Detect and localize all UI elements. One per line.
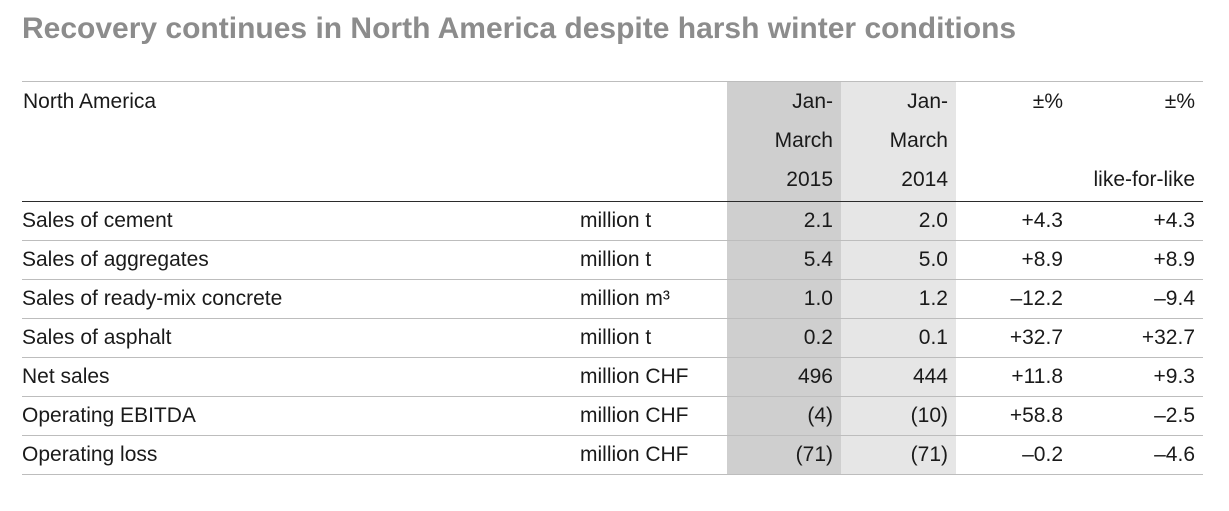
row-label: Sales of asphalt bbox=[22, 318, 580, 358]
page-title: Recovery continues in North America desp… bbox=[22, 12, 1017, 45]
row-value-2014: (10) bbox=[841, 396, 956, 436]
row-value-2014: 0.1 bbox=[841, 318, 956, 358]
row-unit: million t bbox=[580, 201, 727, 241]
header-pct-line: ±% bbox=[1032, 90, 1063, 113]
results-table-container: North America Jan- March 2015 Jan- March… bbox=[22, 81, 1203, 475]
header-lfl-line bbox=[1072, 121, 1195, 160]
row-unit: million CHF bbox=[580, 435, 727, 475]
row-unit: million t bbox=[580, 318, 727, 358]
row-lfl: –9.4 bbox=[1071, 279, 1203, 319]
table-row: Sales of aggregates million t 5.4 5.0 +8… bbox=[22, 240, 1203, 280]
header-2014-line: March bbox=[889, 129, 948, 152]
header-pct: ±% bbox=[956, 81, 1071, 202]
header-lfl-line: like-for-like bbox=[1093, 168, 1195, 191]
row-label: Net sales bbox=[22, 357, 580, 397]
row-lfl: +9.3 bbox=[1071, 357, 1203, 397]
row-value-2015: (4) bbox=[727, 396, 841, 436]
table-row: Operating loss million CHF (71) (71) –0.… bbox=[22, 435, 1203, 475]
row-value-2015: 5.4 bbox=[727, 240, 841, 280]
row-label: Operating EBITDA bbox=[22, 396, 580, 436]
row-value-2015: (71) bbox=[727, 435, 841, 475]
table-row: Net sales million CHF 496 444 +11.8 +9.3 bbox=[22, 357, 1203, 397]
results-table: North America Jan- March 2015 Jan- March… bbox=[22, 81, 1203, 475]
header-2014-line: 2014 bbox=[901, 168, 948, 191]
row-lfl: +32.7 bbox=[1071, 318, 1203, 358]
table-row: Operating EBITDA million CHF (4) (10) +5… bbox=[22, 396, 1203, 436]
row-lfl: +8.9 bbox=[1071, 240, 1203, 280]
table-row: Sales of cement million t 2.1 2.0 +4.3 +… bbox=[22, 201, 1203, 241]
row-pct: +32.7 bbox=[956, 318, 1071, 358]
table-row: Sales of asphalt million t 0.2 0.1 +32.7… bbox=[22, 318, 1203, 358]
row-value-2014: 2.0 bbox=[841, 201, 956, 241]
row-value-2015: 496 bbox=[727, 357, 841, 397]
row-unit: million m³ bbox=[580, 279, 727, 319]
row-value-2014: 444 bbox=[841, 357, 956, 397]
row-lfl: –2.5 bbox=[1071, 396, 1203, 436]
header-2015-line: 2015 bbox=[786, 168, 833, 191]
row-unit: million CHF bbox=[580, 357, 727, 397]
row-pct: –12.2 bbox=[956, 279, 1071, 319]
row-unit: million CHF bbox=[580, 396, 727, 436]
row-pct: –0.2 bbox=[956, 435, 1071, 475]
row-pct: +58.8 bbox=[956, 396, 1071, 436]
header-2015-line: Jan- bbox=[792, 90, 833, 113]
row-label: Operating loss bbox=[22, 435, 580, 475]
row-value-2015: 0.2 bbox=[727, 318, 841, 358]
header-2014-line: Jan- bbox=[907, 90, 948, 113]
header-2015-line: March bbox=[774, 129, 833, 152]
row-value-2015: 1.0 bbox=[727, 279, 841, 319]
row-label: Sales of aggregates bbox=[22, 240, 580, 280]
row-pct: +8.9 bbox=[956, 240, 1071, 280]
header-unit bbox=[580, 81, 727, 202]
row-unit: million t bbox=[580, 240, 727, 280]
row-label: Sales of cement bbox=[22, 201, 580, 241]
row-value-2014: 1.2 bbox=[841, 279, 956, 319]
row-pct: +11.8 bbox=[956, 357, 1071, 397]
row-value-2014: 5.0 bbox=[841, 240, 956, 280]
table-header-row: North America Jan- March 2015 Jan- March… bbox=[22, 81, 1203, 202]
row-pct: +4.3 bbox=[956, 201, 1071, 241]
header-2014: Jan- March 2014 bbox=[841, 81, 956, 202]
row-lfl: –4.6 bbox=[1071, 435, 1203, 475]
header-lfl-line: ±% bbox=[1164, 90, 1195, 113]
row-value-2015: 2.1 bbox=[727, 201, 841, 241]
row-label: Sales of ready-mix concrete bbox=[22, 279, 580, 319]
row-value-2014: (71) bbox=[841, 435, 956, 475]
header-region: North America bbox=[22, 81, 580, 202]
header-2015: Jan- March 2015 bbox=[727, 81, 841, 202]
row-lfl: +4.3 bbox=[1071, 201, 1203, 241]
table-row: Sales of ready-mix concrete million m³ 1… bbox=[22, 279, 1203, 319]
header-lfl: ±% like-for-like bbox=[1071, 81, 1203, 202]
